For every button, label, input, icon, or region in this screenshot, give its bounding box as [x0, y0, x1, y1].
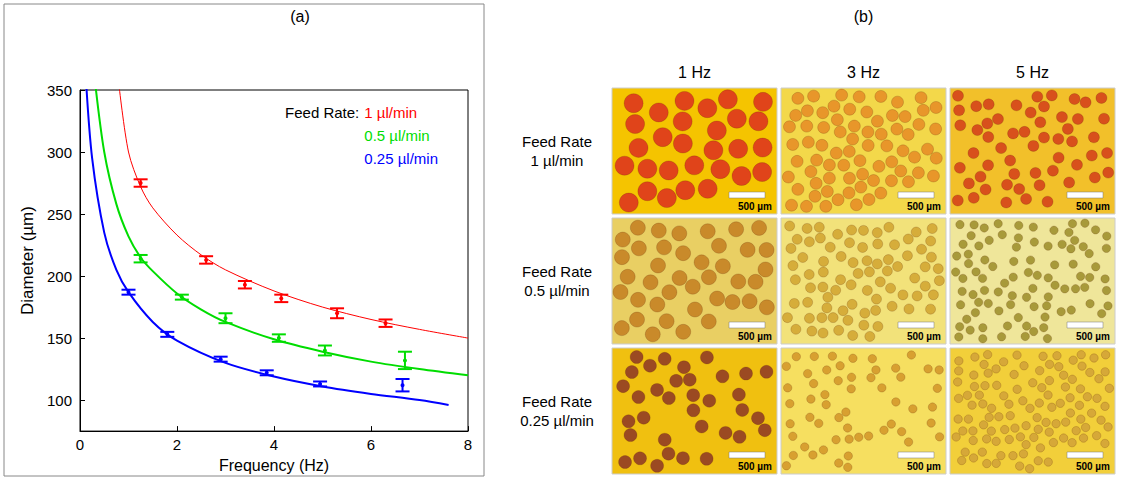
svg-text:500 µm: 500 µm: [1076, 201, 1110, 212]
svg-text:0.5 µl/min: 0.5 µl/min: [524, 282, 589, 299]
svg-text:4: 4: [270, 436, 278, 453]
svg-text:0.25 µl/min: 0.25 µl/min: [364, 150, 438, 167]
svg-text:6: 6: [367, 436, 375, 453]
svg-text:500 µm: 500 µm: [907, 331, 941, 342]
svg-text:100: 100: [47, 392, 72, 409]
svg-text:2: 2: [173, 436, 181, 453]
svg-text:Frequency (Hz): Frequency (Hz): [219, 457, 329, 474]
svg-text:Feed Rate: Feed Rate: [522, 263, 592, 280]
svg-text:350: 350: [47, 82, 72, 99]
svg-text:1 Hz: 1 Hz: [678, 64, 711, 81]
svg-text:200: 200: [47, 268, 72, 285]
svg-text:0.5 µl/min: 0.5 µl/min: [364, 127, 429, 144]
svg-text:500 µm: 500 µm: [738, 461, 772, 472]
svg-text:500 µm: 500 µm: [1076, 331, 1110, 342]
svg-text:Feed Rate: Feed Rate: [522, 393, 592, 410]
svg-text:500 µm: 500 µm: [907, 201, 941, 212]
svg-text:Feed Rate: Feed Rate: [522, 133, 592, 150]
svg-text:8: 8: [464, 436, 472, 453]
svg-text:250: 250: [47, 206, 72, 223]
svg-text:500 µm: 500 µm: [1076, 461, 1110, 472]
svg-text:Diameter (µm): Diameter (µm): [18, 206, 37, 315]
svg-text:5 Hz: 5 Hz: [1016, 64, 1049, 81]
svg-text:(a): (a): [290, 8, 310, 25]
svg-text:3 Hz: 3 Hz: [847, 64, 880, 81]
svg-text:0: 0: [76, 436, 84, 453]
svg-text:(b): (b): [854, 8, 874, 25]
svg-text:500 µm: 500 µm: [738, 331, 772, 342]
svg-text:Feed Rate:: Feed Rate:: [285, 104, 359, 121]
svg-text:500 µm: 500 µm: [907, 461, 941, 472]
svg-text:0.25 µl/min: 0.25 µl/min: [520, 412, 594, 429]
svg-text:1 µl/min: 1 µl/min: [531, 152, 584, 169]
svg-text:500 µm: 500 µm: [738, 201, 772, 212]
svg-text:1 µl/min: 1 µl/min: [364, 104, 417, 121]
svg-text:300: 300: [47, 144, 72, 161]
svg-text:150: 150: [47, 330, 72, 347]
